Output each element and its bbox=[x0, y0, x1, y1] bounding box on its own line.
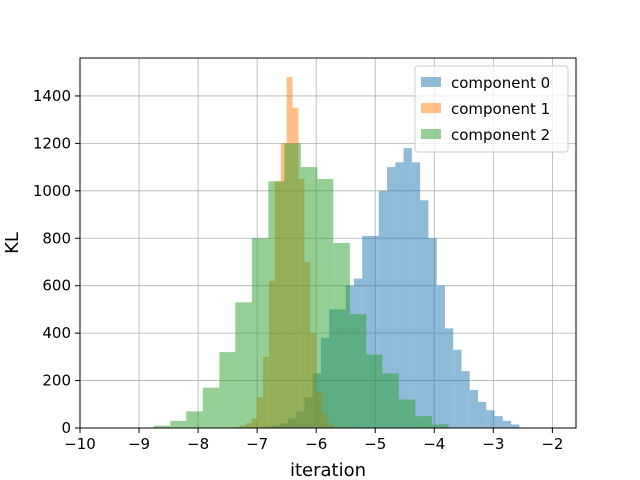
histogram-bar bbox=[494, 416, 503, 428]
histogram-bar bbox=[219, 352, 236, 428]
y-tick-label: 800 bbox=[42, 229, 71, 247]
histogram-bar bbox=[186, 411, 203, 428]
histogram-bar bbox=[502, 420, 512, 428]
histogram-bar bbox=[420, 200, 429, 428]
legend-swatch bbox=[421, 103, 441, 113]
histogram-bar bbox=[370, 235, 379, 428]
histogram-bar bbox=[436, 285, 445, 428]
y-tick-label: 1200 bbox=[33, 134, 71, 152]
y-tick-label: 1400 bbox=[33, 87, 71, 105]
x-tick-label: −8 bbox=[187, 435, 209, 453]
histogram-bar bbox=[268, 181, 285, 428]
histogram-bar bbox=[461, 371, 470, 428]
histogram-bar bbox=[486, 410, 495, 428]
histogram-bar bbox=[300, 167, 318, 428]
plot-frame bbox=[79, 57, 577, 429]
histogram-bar bbox=[431, 424, 449, 428]
x-tick-label: −5 bbox=[364, 435, 386, 453]
x-tick-label: −9 bbox=[128, 435, 150, 453]
histogram-bar bbox=[511, 424, 520, 428]
series-2-bars bbox=[153, 143, 449, 428]
x-tick-label: −3 bbox=[482, 435, 504, 453]
histogram-bar bbox=[415, 416, 432, 428]
histogram-bar bbox=[251, 238, 269, 428]
y-tick-label: 400 bbox=[42, 324, 71, 342]
histogram-bar bbox=[202, 387, 220, 428]
x-axis-label: iteration bbox=[290, 460, 366, 480]
legend-label: component 0 bbox=[451, 74, 550, 92]
histogram-bar bbox=[317, 178, 334, 428]
bars bbox=[153, 76, 520, 429]
histogram-bar bbox=[411, 162, 421, 428]
y-tick-label: 1000 bbox=[33, 182, 71, 200]
histogram-bar bbox=[428, 238, 437, 428]
histogram-bar bbox=[153, 425, 171, 428]
y-tick-label: 0 bbox=[61, 419, 71, 437]
legend-swatch bbox=[421, 77, 441, 87]
legend: component 0 component 1 component 2 bbox=[414, 65, 569, 153]
legend-box bbox=[414, 65, 569, 153]
legend-swatch bbox=[421, 129, 441, 139]
histogram-bar bbox=[349, 314, 367, 428]
y-tick-label: 200 bbox=[42, 372, 71, 390]
histogram-bar bbox=[284, 143, 301, 428]
histogram-bar bbox=[469, 390, 478, 428]
histogram-bar bbox=[378, 190, 388, 428]
histogram-bar bbox=[382, 373, 399, 428]
y-axis-label: KL bbox=[2, 232, 23, 254]
histogram-bar bbox=[387, 167, 396, 428]
histogram-bar bbox=[366, 354, 383, 428]
x-tick-label: −4 bbox=[423, 435, 445, 453]
legend-label: component 2 bbox=[451, 126, 550, 144]
histogram-bar bbox=[398, 399, 416, 428]
x-tick-label: −10 bbox=[64, 435, 96, 453]
histogram-bar bbox=[235, 302, 252, 428]
ticks: −10 −9 −8 −7 −6 −5 −4 −3 −2 0 200 400 600 800 1000 1200… bbox=[33, 87, 564, 453]
histogram-bar bbox=[477, 401, 487, 428]
x-tick-label: −2 bbox=[541, 435, 563, 453]
histogram-bar bbox=[444, 328, 454, 428]
histogram-bar bbox=[170, 420, 187, 428]
x-tick-label: −6 bbox=[305, 435, 327, 453]
histogram-bar bbox=[333, 243, 350, 428]
histogram-bar bbox=[403, 148, 412, 428]
histogram-bar bbox=[395, 162, 404, 428]
y-tick-label: 600 bbox=[42, 277, 71, 295]
x-tick-label: −7 bbox=[246, 435, 268, 453]
histogram-bar bbox=[453, 349, 462, 428]
legend-label: component 1 bbox=[451, 100, 550, 118]
